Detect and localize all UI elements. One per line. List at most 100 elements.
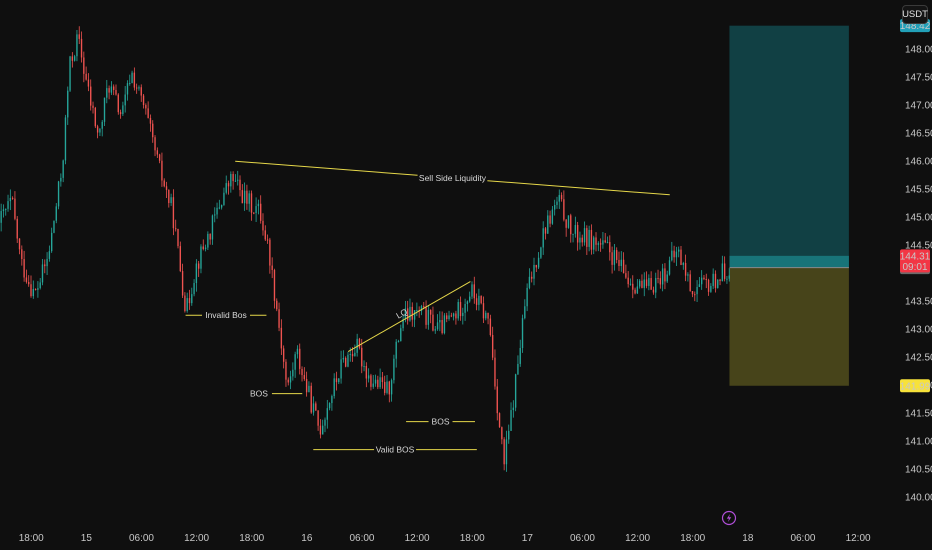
candle	[230, 171, 232, 193]
candle-body	[434, 329, 436, 331]
candle	[471, 281, 473, 300]
candle	[579, 231, 581, 250]
position-zones	[729, 25, 849, 386]
candle-body	[14, 198, 16, 219]
candle-body	[620, 259, 622, 266]
candle	[537, 252, 540, 270]
candle	[115, 84, 117, 96]
candle	[469, 291, 471, 303]
candle-body	[625, 273, 627, 278]
candle-body	[287, 379, 289, 383]
candle-body	[294, 354, 296, 370]
candle-body	[579, 237, 581, 243]
candle	[510, 402, 512, 432]
candle-body	[567, 215, 570, 228]
candle-body	[666, 274, 668, 282]
candle-body	[305, 379, 308, 393]
candle-body	[124, 94, 126, 106]
candle	[659, 271, 662, 289]
candle-body	[572, 233, 574, 235]
candle	[87, 73, 90, 92]
bos-left[interactable]: BOS	[250, 389, 303, 399]
candle-body	[46, 258, 48, 267]
candle	[491, 326, 494, 361]
candle-body	[101, 121, 103, 129]
candle-body	[689, 274, 691, 292]
candle-body	[32, 288, 34, 297]
flash-icon[interactable]	[721, 510, 737, 526]
valid-bos[interactable]: Valid BOS	[313, 445, 477, 455]
bos-right[interactable]: BOS	[406, 417, 475, 427]
candle	[11, 196, 14, 200]
candle	[441, 311, 443, 335]
candle	[262, 213, 264, 236]
candle-body	[661, 268, 664, 285]
annotation-lines: Sell Side Liquidity Invalid Bos BOS BOS Vali…	[185, 160, 670, 455]
candle-body	[96, 126, 99, 133]
time-tick-label: 06:00	[790, 533, 815, 544]
candle	[395, 339, 397, 368]
target-zone[interactable]	[729, 25, 849, 268]
candle-body	[37, 288, 39, 290]
candle	[158, 153, 161, 164]
candle	[340, 350, 342, 384]
candle	[629, 278, 632, 286]
candle	[328, 402, 331, 411]
candle	[255, 197, 257, 222]
candle	[553, 199, 556, 216]
time-tick-label: 15	[81, 533, 93, 544]
candle	[69, 55, 71, 93]
candle-body	[632, 283, 634, 290]
currency-button[interactable]: USDT	[902, 5, 928, 24]
candle	[294, 351, 296, 378]
candle	[156, 147, 159, 159]
candle-body	[9, 197, 12, 202]
candle-body	[404, 308, 407, 320]
candle-body	[53, 220, 55, 233]
candle-body	[726, 278, 728, 280]
candle-body	[542, 228, 544, 248]
candle	[625, 264, 627, 279]
candle-body	[67, 90, 69, 118]
candle-body	[475, 298, 478, 305]
candle-body	[531, 276, 533, 279]
candle-body	[386, 381, 388, 393]
candle-body	[655, 278, 657, 293]
candle-body	[409, 306, 411, 321]
candle	[34, 288, 37, 291]
candle-body	[25, 277, 28, 282]
candle	[705, 273, 707, 289]
target-price-badge-text: 148.42	[900, 21, 931, 32]
candle-body	[73, 56, 76, 61]
candle	[618, 251, 620, 272]
candle	[462, 307, 464, 325]
candle	[209, 233, 211, 245]
candle-body	[576, 225, 579, 243]
candle-body	[209, 233, 211, 240]
candle	[436, 314, 439, 331]
candle	[416, 302, 418, 317]
candle-body	[698, 284, 701, 287]
candle	[308, 381, 310, 393]
stop-zone[interactable]	[729, 267, 849, 386]
invalid-bos[interactable]: Invalid Bos	[185, 310, 267, 320]
candle	[531, 271, 533, 283]
candle	[218, 199, 221, 210]
candle-body	[156, 150, 159, 155]
candle	[721, 255, 724, 282]
sell-side-liquidity[interactable]: Sell Side Liquidity	[235, 160, 670, 196]
candle	[259, 195, 262, 224]
candle	[464, 298, 466, 321]
candle-body	[282, 348, 285, 362]
candle-body	[388, 381, 390, 395]
candle-body	[473, 284, 475, 299]
candle-body	[505, 439, 508, 465]
candle	[565, 218, 567, 237]
candle-body	[381, 377, 384, 383]
candle-body	[588, 229, 590, 247]
candle-body	[471, 284, 473, 297]
candle	[147, 101, 149, 119]
candle	[361, 338, 363, 374]
